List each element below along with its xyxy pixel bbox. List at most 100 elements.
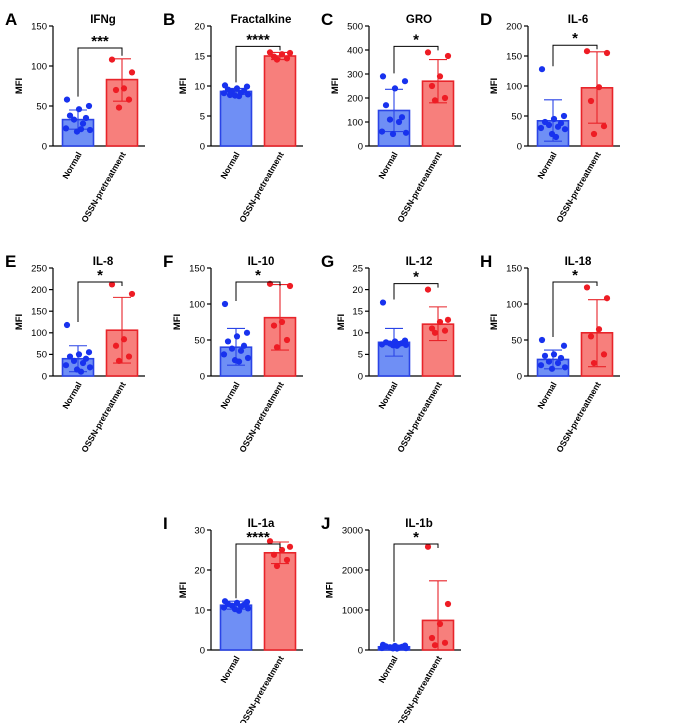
data-point [444, 600, 452, 608]
data-point [424, 49, 432, 56]
data-point [379, 299, 387, 306]
y-axis-label: MFI [330, 78, 341, 94]
data-point [561, 126, 569, 133]
data-point [538, 66, 546, 73]
data-point [386, 116, 394, 123]
y-tick-label: 50 [36, 101, 47, 112]
y-tick-label: 30 [194, 525, 205, 536]
y-tick-label: 1000 [342, 605, 363, 616]
y-tick-label: 150 [31, 21, 47, 32]
y-axis-label: MFI [172, 314, 183, 330]
data-point [550, 351, 558, 358]
bar-normal [219, 604, 253, 651]
data-point [603, 295, 611, 302]
data-point [428, 325, 436, 332]
data-point [545, 121, 553, 129]
data-point [393, 645, 401, 652]
x-category-label: OSSN-pretreatment [554, 150, 603, 224]
data-point [79, 359, 87, 367]
panel-letter: A [5, 10, 17, 29]
x-category-label: OSSN-pretreatment [554, 380, 603, 454]
y-axis-label: MFI [489, 314, 500, 330]
data-point [220, 604, 228, 611]
x-category-label: OSSN-pretreatment [237, 654, 286, 723]
data-point [235, 358, 243, 365]
data-point [548, 365, 556, 372]
y-tick-label: 20 [352, 285, 363, 296]
significance-label: * [413, 31, 419, 48]
data-point [63, 321, 71, 329]
data-point [270, 322, 278, 329]
data-point [537, 124, 545, 132]
data-point [554, 123, 562, 130]
data-point [441, 639, 449, 646]
data-point [70, 116, 78, 123]
y-tick-label: 2000 [342, 565, 363, 576]
panel-title: IL-6 [568, 14, 588, 26]
data-point [85, 102, 93, 110]
data-point [431, 642, 439, 649]
data-point [603, 49, 611, 57]
significance-label: *** [91, 33, 109, 50]
data-point [237, 347, 245, 354]
y-axis-label: MFI [489, 78, 500, 94]
data-point [541, 352, 549, 359]
y-tick-label: 20 [194, 565, 205, 576]
data-point [552, 133, 560, 141]
significance-bracket [235, 543, 281, 599]
data-point [86, 364, 94, 371]
data-point [402, 341, 410, 348]
y-tick-label: 300 [347, 69, 363, 80]
data-point [283, 336, 291, 344]
x-category-label: Normal [535, 150, 558, 181]
data-point [583, 284, 591, 291]
data-point [75, 106, 83, 113]
panel-title: IFNg [90, 14, 116, 26]
chart-panel-h: H IL-18 0 50 100 150 MFI NormalOSSN-pretreatmen… [480, 252, 620, 454]
y-tick-label: 400 [347, 45, 363, 56]
x-category-label: Normal [60, 150, 83, 181]
data-point [401, 78, 409, 85]
panel-title: IL-12 [406, 256, 433, 268]
data-point [402, 645, 410, 652]
chart-panel-g: G IL-12 0 5 10 15 20 25 MFI NormalOSSN-pretreatme… [321, 252, 461, 454]
y-axis-label: MFI [14, 314, 25, 330]
x-category-label: Normal [376, 150, 399, 181]
data-point [220, 90, 228, 97]
data-point [444, 316, 452, 323]
data-point [228, 345, 236, 352]
y-tick-label: 100 [347, 117, 363, 128]
significance-bracket [235, 281, 281, 301]
x-category-label: Normal [535, 380, 558, 411]
data-point [77, 368, 85, 375]
panel-letter: G [321, 252, 334, 271]
data-point [66, 112, 74, 119]
data-point [278, 318, 286, 326]
data-point [424, 286, 432, 293]
significance-label: * [572, 30, 578, 47]
data-point [85, 349, 93, 356]
y-tick-label: 0 [358, 645, 363, 656]
data-point [600, 351, 608, 358]
y-tick-label: 200 [31, 285, 47, 296]
bar-ossn-pretreatment [263, 551, 297, 651]
panel-letter: B [163, 10, 175, 29]
chart-panel-c: C GRO 0 100 200 300 400 500 MFI NormalOSSN-pretre… [321, 10, 461, 224]
data-point [120, 336, 128, 343]
data-point [278, 546, 286, 554]
data-point [77, 126, 85, 133]
data-point [233, 333, 241, 340]
x-category-label: Normal [218, 380, 241, 411]
data-point [62, 362, 70, 369]
data-point [273, 56, 281, 63]
x-category-label: OSSN-pretreatment [237, 150, 286, 224]
significance-label: * [413, 269, 419, 286]
y-tick-label: 0 [358, 371, 363, 382]
x-category-label: Normal [376, 654, 399, 685]
data-point [278, 51, 286, 58]
data-point [379, 73, 387, 80]
chart-panel-j: J IL-1b 0 1000 2000 3000 MFI NormalOSSN-pretrea… [321, 514, 461, 723]
data-point [66, 353, 74, 360]
x-category-label: Normal [376, 380, 399, 411]
y-axis-label: MFI [178, 582, 189, 598]
